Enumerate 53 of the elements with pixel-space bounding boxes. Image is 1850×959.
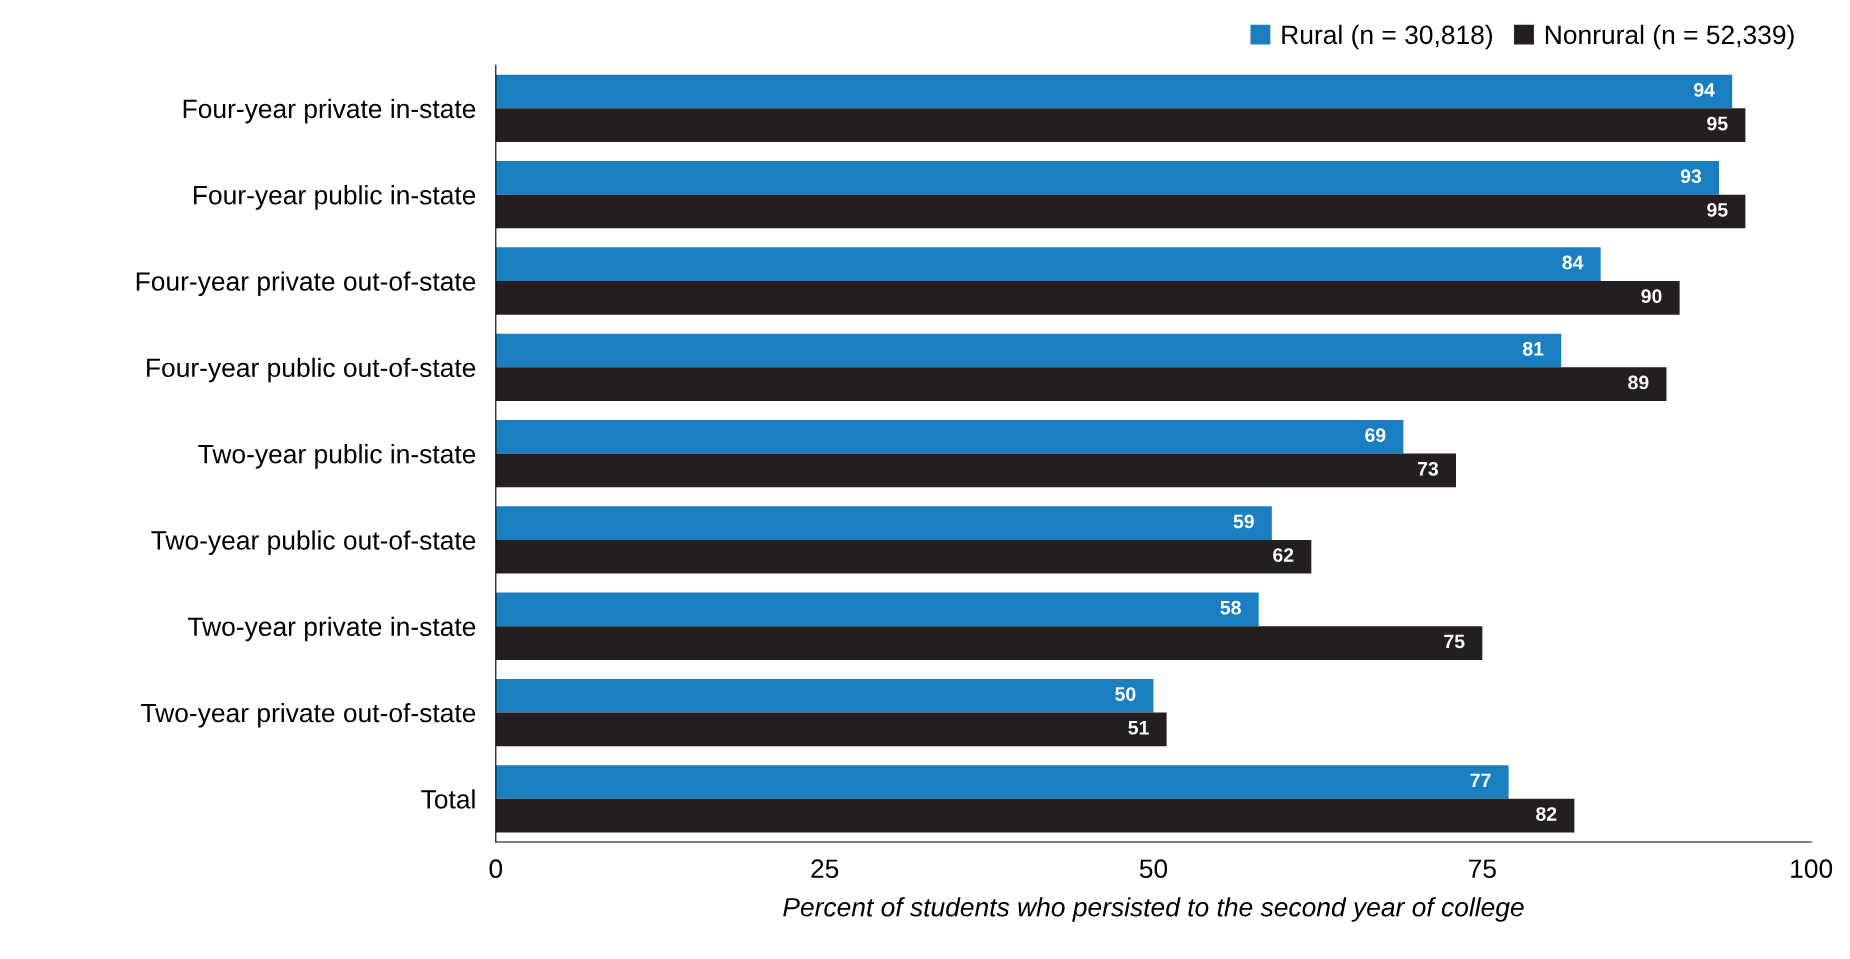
x-tick-label: 50 [1139, 859, 1168, 879]
y-tick-label: Two-year private in-state [188, 616, 476, 642]
x-tick-label: 25 [811, 859, 839, 879]
bar [495, 419, 1404, 454]
bar [495, 798, 1575, 833]
data-label: 84 [1562, 255, 1584, 270]
data-label: 82 [1536, 807, 1557, 821]
data-label: 77 [1470, 773, 1491, 788]
legend-label: Rural (n = 30,818) [1282, 24, 1492, 50]
y-tick-label: Four-year private out-of-state [136, 271, 476, 297]
bar [495, 712, 1167, 747]
x-tick-label: 75 [1468, 859, 1496, 879]
bar [495, 453, 1457, 488]
data-label: 51 [1128, 721, 1149, 735]
bar [495, 367, 1667, 401]
bar [495, 333, 1562, 368]
y-tick-label: Two-year public in-state [198, 444, 476, 469]
data-label: 59 [1233, 514, 1254, 529]
bar [495, 678, 1154, 713]
bar [495, 592, 1259, 627]
y-tick-label: Two-year private out-of-state [141, 702, 476, 728]
data-label: 50 [1115, 687, 1136, 701]
bar [495, 247, 1601, 281]
x-tick-label: 100 [1791, 859, 1833, 879]
data-label: 75 [1444, 634, 1465, 649]
y-tick-label: Four-year public in-state [194, 185, 476, 210]
bar [495, 108, 1746, 143]
bar [495, 74, 1733, 109]
data-label: 95 [1707, 116, 1728, 131]
data-label: 95 [1707, 202, 1728, 217]
data-label: 58 [1220, 600, 1241, 615]
data-label: 62 [1273, 548, 1294, 562]
data-label: 94 [1694, 82, 1715, 97]
data-label: 73 [1417, 461, 1439, 476]
bar [495, 194, 1746, 229]
data-label: 93 [1680, 169, 1702, 184]
y-tick-label: Two-year public out-of-state [151, 530, 476, 555]
y-tick-label: Four-year public out-of-state [147, 357, 476, 383]
data-label: 89 [1628, 375, 1649, 390]
x-axis-title: Percent of students who persisted to the second year of college [783, 897, 1524, 922]
bar [495, 506, 1272, 540]
x-tick-label: 0 [489, 859, 503, 879]
bar [495, 539, 1312, 574]
legend-label: Nonrural (n = 52,339) [1545, 24, 1794, 50]
y-tick-label: Four-year private in-state [183, 98, 476, 124]
bar [495, 626, 1483, 660]
bar [495, 280, 1680, 315]
y-tick-label: Total [421, 789, 475, 809]
bar [495, 765, 1509, 799]
bar [495, 161, 1720, 195]
data-label: 90 [1641, 289, 1662, 304]
data-label: 69 [1365, 428, 1386, 442]
data-label: 81 [1522, 341, 1544, 356]
